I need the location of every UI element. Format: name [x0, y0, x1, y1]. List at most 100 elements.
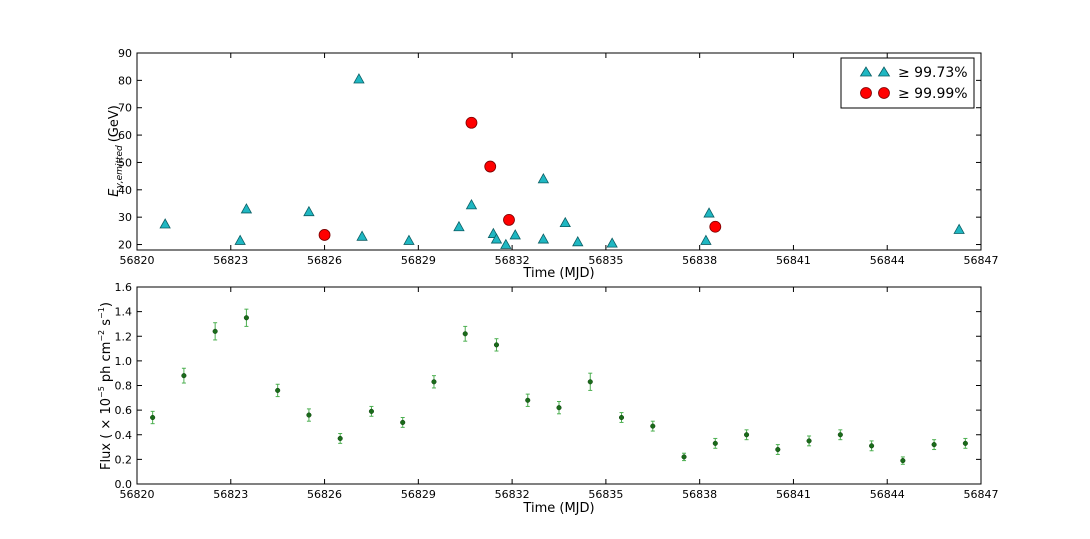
energy-y-tick-label: 20 — [118, 239, 132, 252]
flux-x-tick-label: 56823 — [213, 488, 248, 501]
triangle-point — [953, 223, 965, 234]
energy-y-tick-label: 60 — [118, 129, 132, 142]
flux-point — [587, 379, 593, 385]
flux-x-tick-label: 56844 — [870, 488, 905, 501]
flux-point — [869, 443, 875, 449]
energy-y-tick-label: 80 — [118, 74, 132, 87]
flux-point — [400, 419, 406, 425]
energy-data-points — [159, 73, 965, 249]
triangle-point — [509, 229, 521, 240]
triangle-point — [453, 220, 465, 232]
energy-plot-frame — [136, 52, 982, 251]
flux-y-tick-label: 1.0 — [115, 355, 133, 368]
flux-x-tick-label: 56838 — [682, 488, 717, 501]
energy-x-tick-label: 56826 — [307, 254, 342, 267]
flux-point — [931, 442, 937, 448]
legend-circle-marker-2 — [878, 87, 890, 99]
flux-y-tick-label: 1.6 — [115, 281, 133, 294]
legend-circle-marker-1 — [860, 87, 872, 99]
flux-point — [900, 458, 906, 464]
legend-label-99-99: ≥ 99.99% — [898, 86, 968, 102]
circle-point — [503, 214, 515, 226]
flux-point — [681, 454, 687, 460]
triangle-point — [572, 235, 584, 247]
flux-point — [462, 331, 468, 337]
flux-point — [837, 432, 843, 438]
circle-point — [465, 116, 478, 129]
flux-y-axis-label: Flux ( × 10−5 ph cm−2 s−1) — [97, 302, 114, 470]
flux-point — [243, 315, 249, 321]
energy-y-tick-label: 30 — [118, 211, 132, 224]
flux-x-tick-label: 56820 — [120, 488, 155, 501]
legend-label-99-73: ≥ 99.73% — [898, 65, 968, 81]
flux-point — [150, 414, 156, 421]
flux-point — [618, 414, 625, 421]
energy-panel: 56820 56823 56826 56829 56832 56835 56838 56841… — [107, 47, 999, 281]
energy-y-tick-label: 50 — [118, 156, 132, 169]
triangle-point — [465, 199, 478, 210]
flux-x-axis-label: Time (MJD) — [522, 501, 594, 516]
flux-axis-ticks: 56820 56823 56826 56829 56832 56835 56838 56841… — [115, 281, 999, 501]
flux-y-tick-label: 0.0 — [115, 478, 133, 491]
flux-point — [306, 412, 312, 418]
triangle-point — [240, 203, 253, 214]
flux-point — [493, 342, 500, 348]
flux-x-tick-label: 56829 — [401, 488, 436, 501]
triangle-point — [403, 234, 415, 245]
triangle-point — [234, 234, 246, 245]
triangle-point — [356, 230, 368, 241]
triangle-point — [537, 173, 550, 184]
flux-x-tick-label: 56841 — [776, 488, 811, 501]
circle-point — [318, 229, 331, 241]
flux-y-tick-label: 1.4 — [115, 306, 133, 319]
flux-point — [712, 440, 718, 446]
triangle-point — [606, 237, 618, 248]
legend-box — [840, 57, 975, 109]
energy-y-tick-label: 40 — [118, 184, 132, 197]
energy-x-axis-label: Time (MJD) — [522, 266, 594, 281]
flux-point — [525, 397, 531, 403]
legend-triangle-marker-1 — [859, 66, 873, 77]
flux-y-tick-label: 1.2 — [115, 330, 133, 343]
flux-point — [275, 387, 281, 393]
energy-y-tick-label: 90 — [118, 47, 132, 60]
flux-data-points — [150, 308, 968, 465]
flux-point — [337, 435, 343, 441]
triangle-point — [700, 234, 712, 245]
triangle-point — [159, 218, 171, 229]
flux-y-tick-label: 0.6 — [115, 404, 133, 417]
flux-x-tick-label: 56832 — [495, 488, 530, 501]
flux-y-tick-label: 0.4 — [115, 429, 133, 442]
triangle-point — [559, 216, 571, 228]
energy-x-tick-label: 56847 — [964, 254, 999, 267]
triangle-point — [303, 205, 315, 217]
flux-x-tick-label: 56847 — [964, 488, 999, 501]
flux-plot-frame — [136, 286, 982, 485]
flux-panel: 56820 56823 56826 56829 56832 56835 56838 56841… — [97, 281, 999, 516]
circle-point — [709, 220, 722, 233]
flux-point — [212, 328, 218, 334]
flux-y-tick-label: 0.2 — [115, 453, 133, 466]
energy-x-tick-label: 56841 — [776, 254, 811, 267]
triangle-point — [490, 233, 503, 244]
energy-x-tick-label: 56823 — [213, 254, 248, 267]
energy-x-tick-label: 56844 — [870, 254, 905, 267]
flux-point — [775, 446, 781, 453]
legend: ≥ 99.73% ≥ 99.99% — [840, 57, 975, 109]
flux-point — [181, 373, 187, 379]
flux-point — [368, 408, 374, 414]
energy-x-tick-label: 56829 — [401, 254, 436, 267]
triangle-point — [537, 233, 550, 244]
energy-y-axis-label: Eγ,emitted(GeV) — [107, 105, 125, 197]
flux-y-tick-label: 0.8 — [115, 380, 133, 393]
triangle-point — [703, 207, 715, 218]
triangle-point — [500, 238, 512, 249]
circle-point — [484, 160, 497, 173]
energy-axis-ticks: 56820 56823 56826 56829 56832 56835 56838 56841… — [118, 47, 999, 267]
flux-x-tick-label: 56826 — [307, 488, 342, 501]
triangle-point — [353, 73, 365, 84]
energy-x-tick-label: 56835 — [588, 254, 623, 267]
flux-point — [806, 438, 812, 444]
energy-x-tick-label: 56838 — [682, 254, 717, 267]
